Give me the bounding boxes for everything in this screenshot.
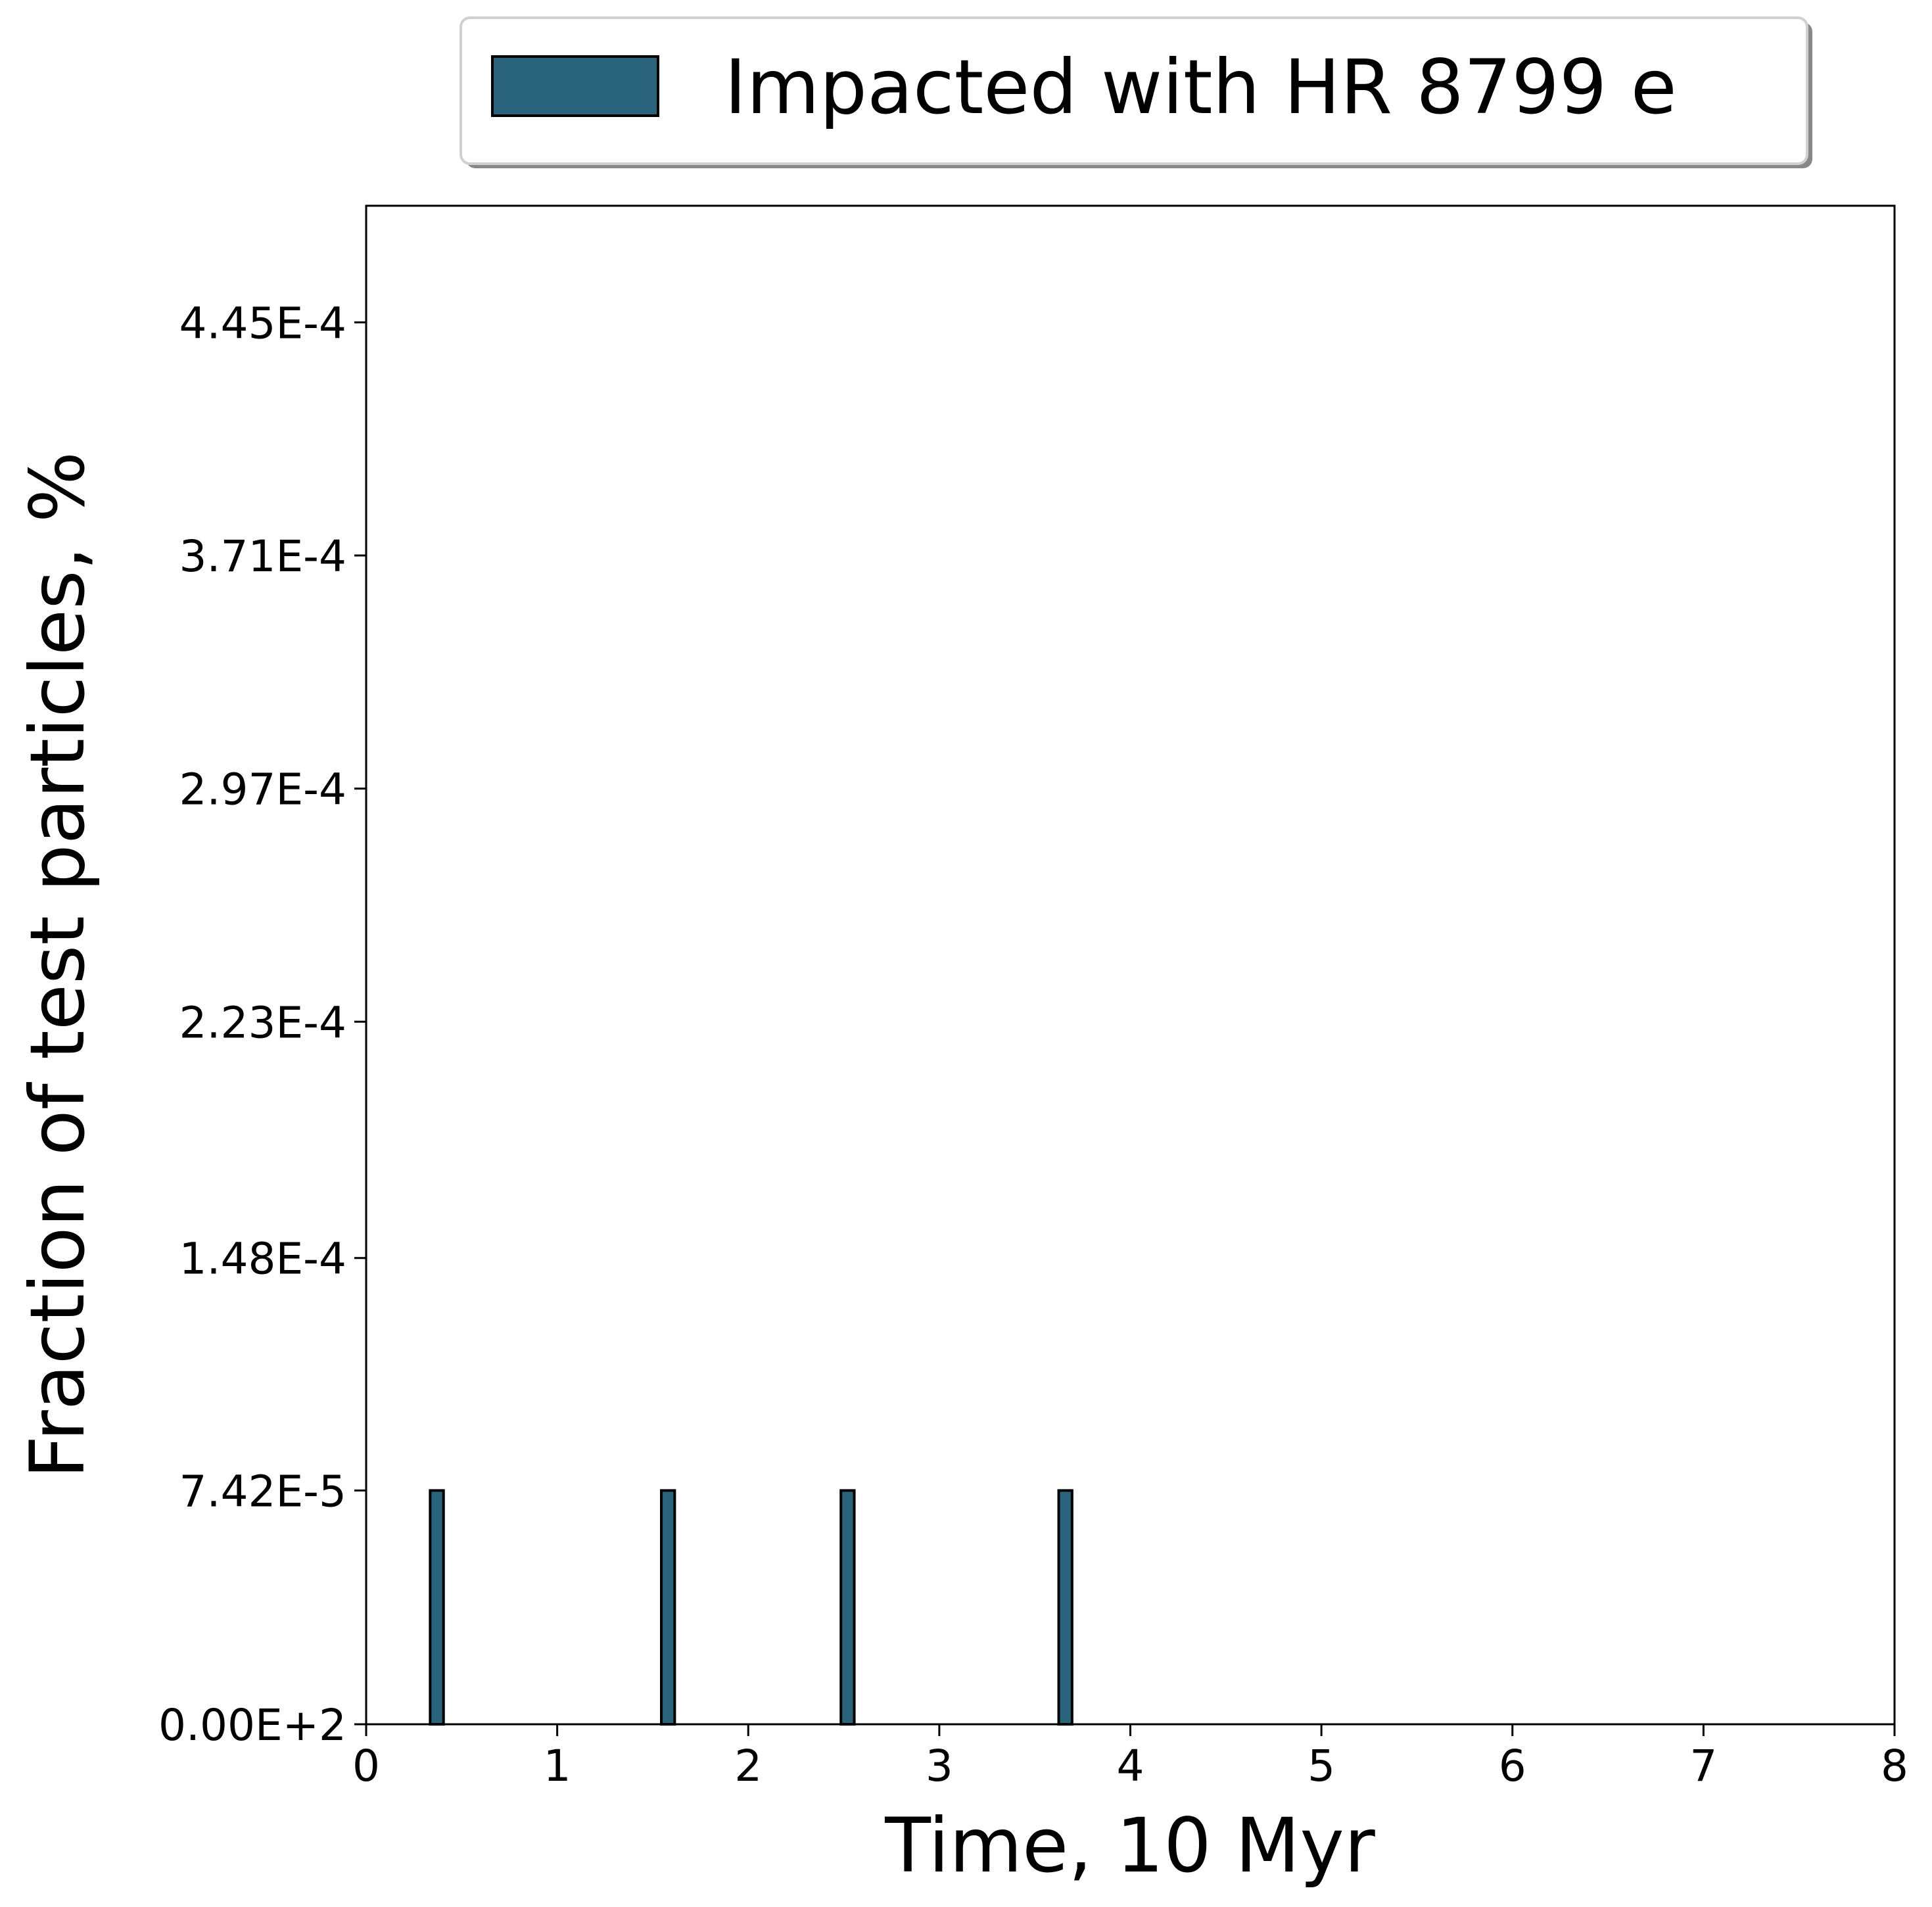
legend-box [459,16,1808,165]
y-tick-label-1.48E-4: 1.48E-4 [179,1234,346,1284]
x-tick-label-2: 2 [734,1741,762,1791]
x-tick-label-7: 7 [1689,1741,1717,1791]
legend-label: Impacted with HR 8799 e [724,43,1677,131]
x-tick-label-4: 4 [1117,1741,1144,1791]
x-axis-title: Time, 10 Myr [884,1802,1375,1889]
y-tick-label-0.00E+2: 0.00E+2 [158,1700,346,1751]
x-tick-label-0: 0 [352,1741,380,1791]
x-axis: 0 1 2 3 4 5 6 7 8 [352,1724,1908,1791]
y-axis: 0.00E+2 7.42E-5 1.48E-4 2.23E-4 2.97E-4 3.71E… [158,298,366,1751]
y-tick-label-2.97E-4: 2.97E-4 [179,765,346,815]
y-axis-title: Fraction of test particles, % [14,452,101,1479]
x-tick-label-1: 1 [544,1741,571,1791]
bar-2 [839,1489,856,1726]
plot-area [429,1489,1073,1726]
legend: Impacted with HR 8799 e [459,16,1812,168]
x-tick-label-6: 6 [1499,1741,1526,1791]
bar-3 [1057,1489,1073,1726]
y-tick-label-2.23E-4: 2.23E-4 [179,997,346,1048]
axes-frame [365,204,1896,1726]
y-tick-label-7.42E-5: 7.42E-5 [179,1466,346,1517]
y-tick-label-3.71E-4: 3.71E-4 [179,531,346,582]
legend-swatch [491,55,659,117]
x-tick-label-3: 3 [926,1741,953,1791]
x-tick-label-8: 8 [1881,1741,1908,1791]
y-tick-label-4.45E-4: 4.45E-4 [179,298,346,348]
bar-1 [660,1489,676,1726]
bar-0 [429,1489,445,1726]
x-tick-label-5: 5 [1308,1741,1335,1791]
